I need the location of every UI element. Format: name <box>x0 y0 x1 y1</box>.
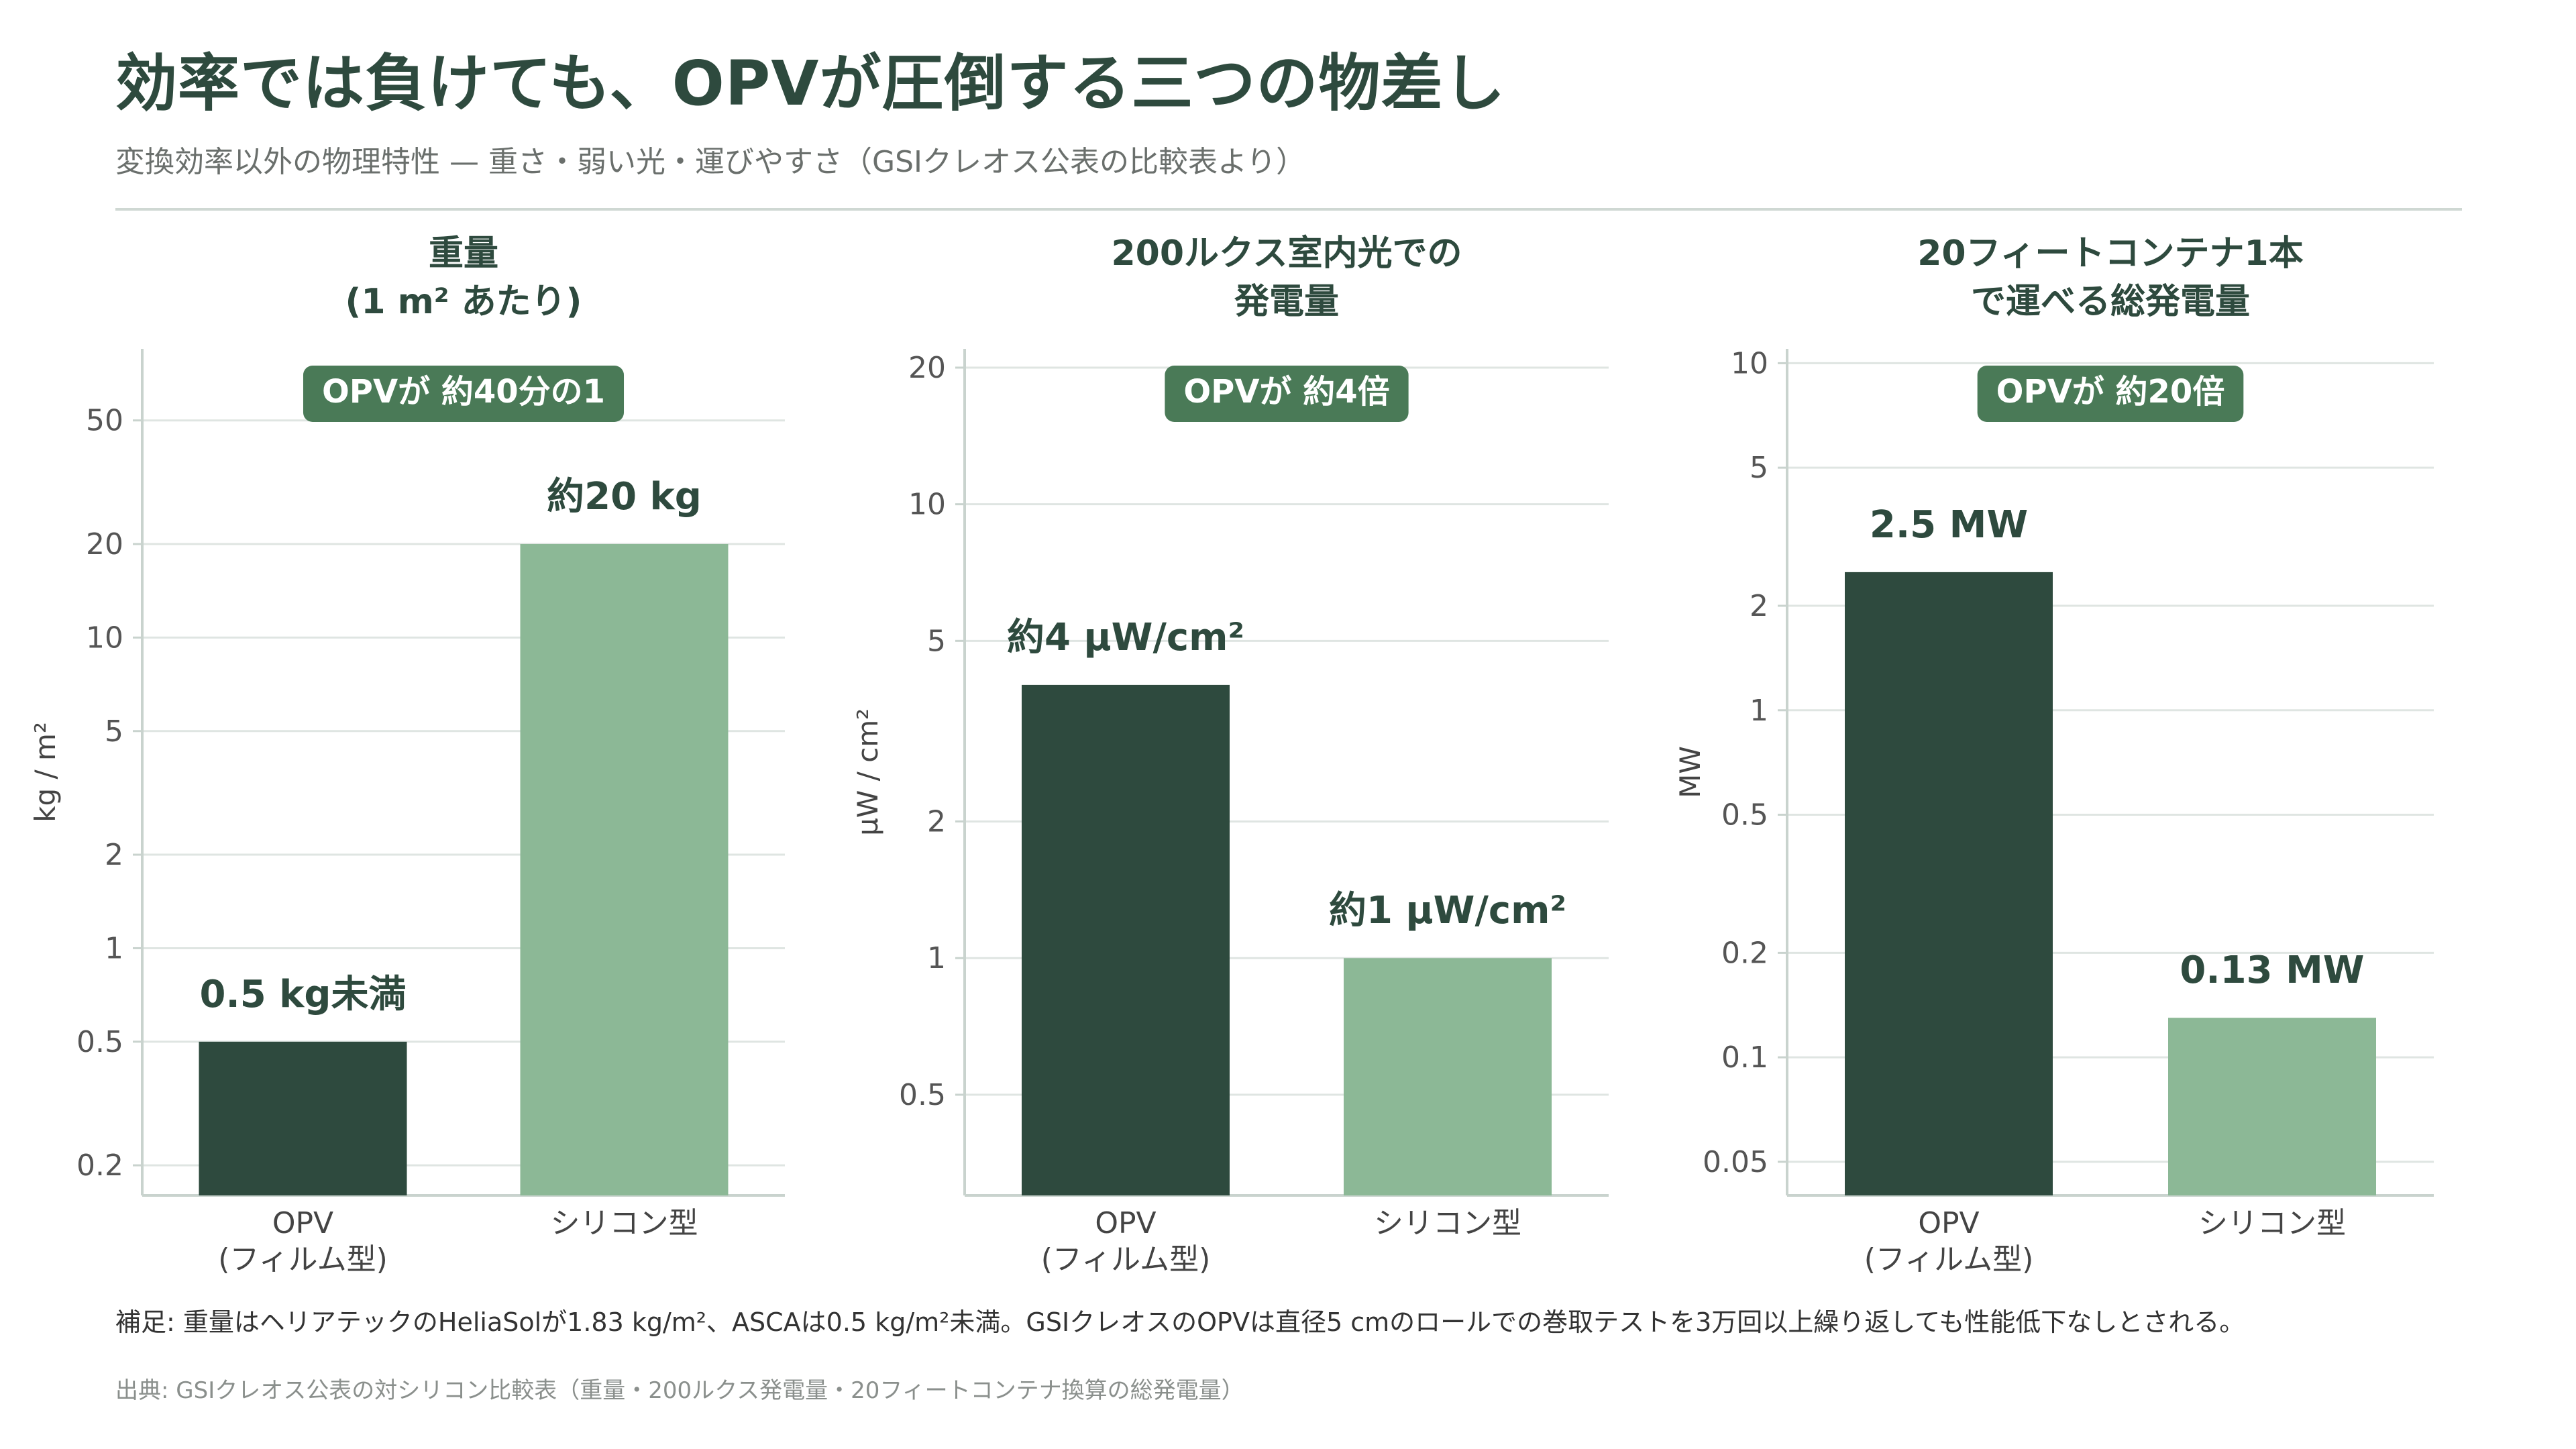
y-tick-label: 0.1 <box>1721 1040 1768 1075</box>
chart-title-line: 200ルクス室内光での <box>1112 233 1462 274</box>
chart-title-line: で運べる総発電量 <box>1971 282 2250 322</box>
bar-value-label: 0.13 MW <box>2180 949 2364 992</box>
comparison-badge-text: OPVが 約4倍 <box>1183 373 1389 411</box>
bar-value-label: 約1 μW/cm² <box>1329 889 1566 932</box>
bar-silicon <box>2168 1018 2376 1195</box>
chart-title-line: 重量 <box>429 233 498 274</box>
bar-value-label: 0.5 kg未満 <box>199 973 406 1016</box>
y-tick-label: 1 <box>1750 694 1768 728</box>
bar-value-label: 2.5 MW <box>1870 503 2028 547</box>
chart-title-line: 20フィートコンテナ1本 <box>1917 233 2304 274</box>
footnote: 補足: 重量はヘリアテックのHeliaSolが1.83 kg/m²、ASCAは0… <box>115 1307 2245 1337</box>
y-tick-label: 2 <box>927 805 946 839</box>
y-tick-label: 0.2 <box>76 1148 123 1183</box>
bar-opv <box>1845 572 2053 1195</box>
x-category-label: OPV <box>1095 1206 1156 1240</box>
x-category-label: OPV <box>1918 1206 1979 1240</box>
comparison-badge-text: OPVが 約20倍 <box>1996 373 2225 411</box>
y-tick-label: 1 <box>927 941 946 975</box>
x-category-label: OPV <box>272 1206 333 1240</box>
y-tick-label: 5 <box>1750 451 1768 485</box>
y-tick-label: 10 <box>86 621 123 655</box>
chart-panel-1: 重量 (1 m² あたり) 0.2 0.5 1 2 5 10 20 50 kg / m² 0.5 kg… <box>29 233 785 1277</box>
y-axis-label: kg / m² <box>29 722 62 822</box>
chart-title-line: 発電量 <box>1234 282 1339 322</box>
y-tick-label: 0.5 <box>1721 798 1768 833</box>
y-tick-label: 2 <box>105 838 123 872</box>
y-tick-label: 10 <box>908 488 946 522</box>
comparison-badge <box>1977 366 2244 422</box>
y-tick-label: 5 <box>105 714 123 749</box>
y-tick-label: 20 <box>86 527 123 561</box>
bar-value-label: 約4 μW/cm² <box>1007 616 1244 659</box>
y-tick-label: 5 <box>927 624 946 658</box>
y-tick-label: 2 <box>1750 589 1768 623</box>
x-category-label: シリコン型 <box>2198 1206 2346 1240</box>
y-tick-label: 0.5 <box>899 1078 946 1112</box>
y-tick-label: 20 <box>908 351 946 385</box>
bar-silicon <box>1344 958 1552 1195</box>
page-subtitle: 変換効率以外の物理特性 — 重さ・弱い光・運びやすさ（GSIクレオス公表の比較表… <box>115 145 1306 179</box>
header-divider <box>115 208 2462 211</box>
comparison-badge <box>303 366 625 422</box>
chart-title-line: (1 m² あたり) <box>345 282 582 322</box>
comparison-badge-text: OPVが 約40分の1 <box>322 373 605 411</box>
y-tick-label: 10 <box>1731 346 1768 380</box>
y-tick-label: 1 <box>105 931 123 965</box>
y-axis-label: μW / cm² <box>851 708 884 836</box>
x-category-label: (フィルム型) <box>218 1242 388 1277</box>
x-category-label: (フィルム型) <box>1041 1242 1211 1277</box>
x-category-label: シリコン型 <box>551 1206 698 1240</box>
y-tick-label: 0.05 <box>1703 1145 1768 1179</box>
bar-opv <box>199 1041 407 1195</box>
y-tick-label: 50 <box>86 404 123 438</box>
x-category-label: (フィルム型) <box>1864 1242 2034 1277</box>
y-tick-label: 0.5 <box>76 1025 123 1059</box>
y-axis-label: MW <box>1674 746 1707 798</box>
comparison-badge <box>1165 366 1409 422</box>
bar-silicon <box>520 543 729 1195</box>
y-tick-label: 0.2 <box>1721 936 1768 970</box>
bar-value-label: 約20 kg <box>547 475 702 519</box>
source-line: 出典: GSIクレオス公表の対シリコン比較表（重量・200ルクス発電量・20フィ… <box>115 1377 1244 1404</box>
x-category-label: シリコン型 <box>1374 1206 1521 1240</box>
bar-opv <box>1022 684 1230 1195</box>
page-title: 効率では負けても、OPVが圧倒する三つの物差し <box>115 48 1506 119</box>
